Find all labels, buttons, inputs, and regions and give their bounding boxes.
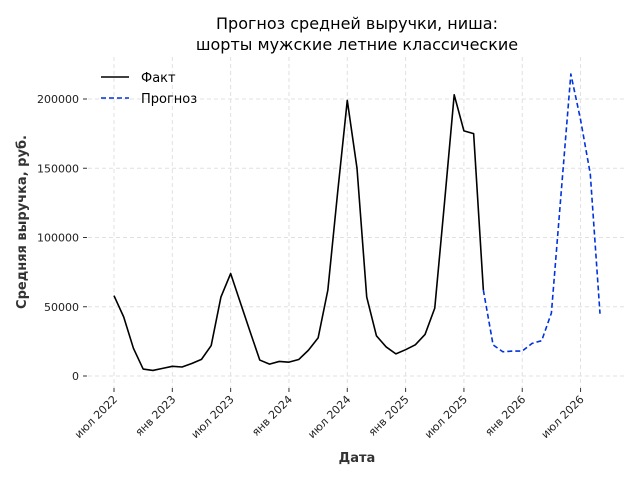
y-tick-label: 50000 — [44, 301, 79, 314]
x-tick-label: июл 2022 — [72, 393, 120, 441]
chart-title-line2: шорты мужские летние классические — [196, 35, 518, 54]
chart-title-line1: Прогноз средней выручки, ниша: — [216, 14, 498, 33]
legend-fact-label: Факт — [141, 71, 176, 86]
y-tick-label: 150000 — [37, 162, 79, 175]
x-tick-label: янв 2023 — [133, 393, 179, 439]
x-tick-label: июл 2023 — [189, 393, 237, 441]
fact-line — [113, 94, 485, 372]
y-tick-label: 0 — [72, 370, 79, 383]
x-tick-label: июл 2025 — [422, 393, 470, 441]
y-tick-label: 100000 — [37, 232, 79, 245]
y-axis-label: Средняя выручка, руб. — [15, 135, 30, 309]
legend-forecast-label: Прогноз — [141, 92, 197, 107]
x-tick-label: июл 2026 — [539, 393, 587, 441]
y-tick-label: 200000 — [37, 93, 79, 106]
x-tick-label: янв 2026 — [483, 393, 529, 439]
forecast-line — [482, 73, 601, 353]
x-axis-label: Дата — [339, 451, 376, 466]
legend: Факт Прогноз — [101, 71, 197, 107]
x-tick-label: июл 2024 — [305, 393, 353, 441]
x-tick-label: янв 2025 — [366, 393, 412, 439]
x-tick-label: янв 2024 — [249, 393, 295, 439]
